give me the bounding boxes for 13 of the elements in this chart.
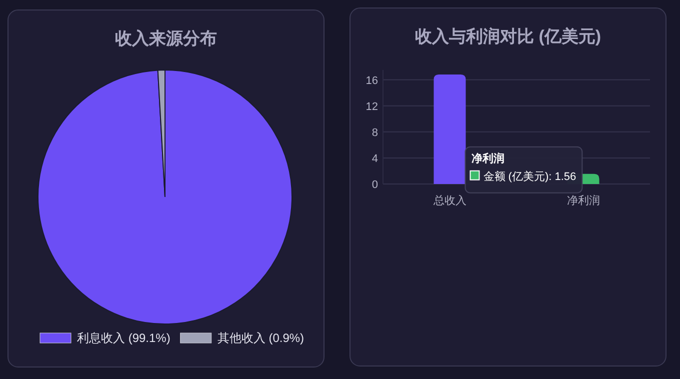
x-tick-label: 总收入	[432, 194, 466, 207]
annotation: 净利润	[471, 152, 504, 165]
chart-title: 收入来源分布	[115, 29, 217, 48]
y-tick-label: 16	[366, 74, 378, 87]
chart-title: 收入与利润对比 (亿美元)	[414, 27, 602, 46]
y-tick-label: 0	[372, 179, 378, 191]
y-tick-label: 8	[372, 126, 378, 139]
legend-label: 利息收入 (99.1%)	[77, 331, 170, 345]
pie-slice	[38, 70, 292, 324]
y-tick-label: 12	[366, 100, 378, 113]
legend-label: 其他收入 (0.9%)	[217, 331, 304, 345]
y-tick-label: 4	[372, 152, 378, 165]
annotation: 金额 (亿美元): 1.56	[483, 170, 576, 183]
